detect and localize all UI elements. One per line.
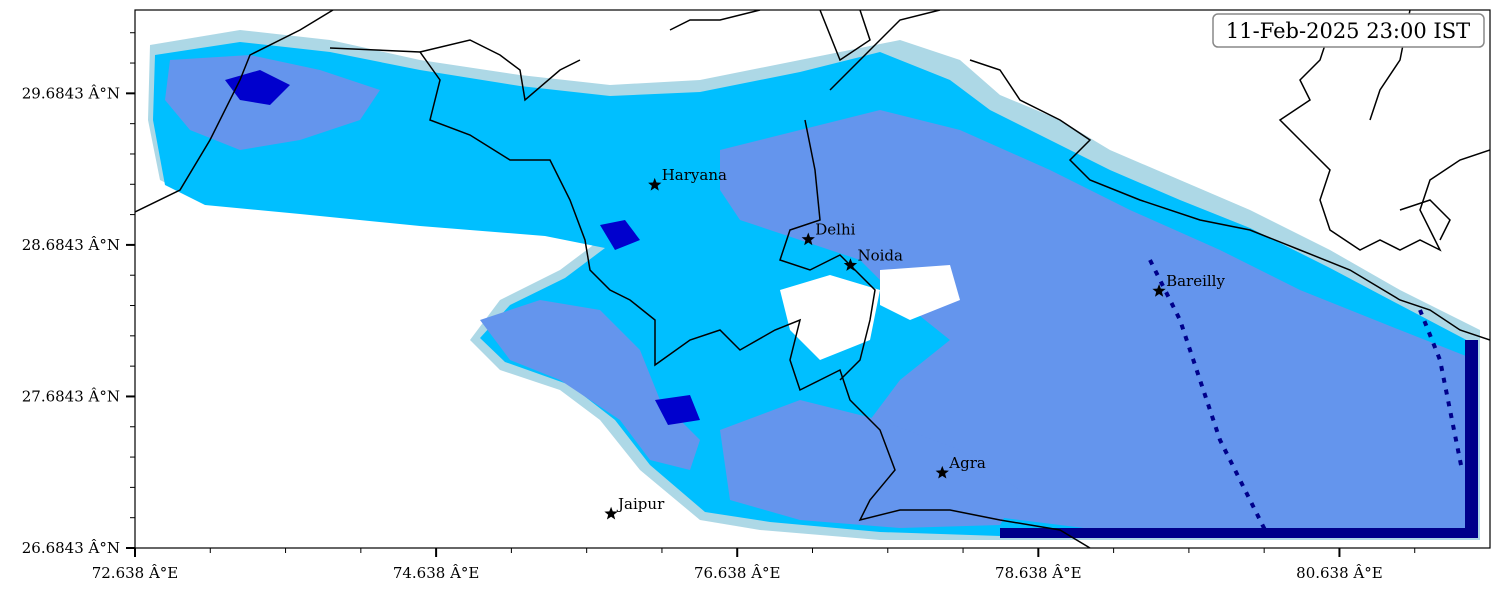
timestamp-box: 11-Feb-2025 23:00 IST xyxy=(1212,13,1485,48)
timestamp-label: 11-Feb-2025 23:00 IST xyxy=(1226,19,1470,43)
city-jaipur: Jaipur xyxy=(604,495,665,520)
city-bareilly: Bareilly xyxy=(1152,272,1225,297)
precip-level-5-east-strip xyxy=(1465,340,1478,536)
city-label: Haryana xyxy=(662,166,727,184)
y-tick-label: 28.6843 Â°N xyxy=(22,236,120,254)
border-line xyxy=(1399,199,1451,241)
city-noida: Noida xyxy=(843,246,903,271)
city-delhi: Delhi xyxy=(801,220,856,246)
borders xyxy=(135,10,1490,548)
x-tick-label: 74.638 Â°E xyxy=(393,564,480,582)
precip-level-5-line xyxy=(1148,259,1267,531)
border-line xyxy=(329,47,1091,548)
city-label: Bareilly xyxy=(1166,272,1225,290)
x-axis: 72.638 Â°E 74.638 Â°E 76.638 Â°E 78.638 Â°E… xyxy=(92,548,1416,582)
city-label: Jaipur xyxy=(616,495,665,513)
border-line xyxy=(819,10,871,62)
precip-level-3-southwest xyxy=(480,300,700,470)
city-agra: Agra xyxy=(935,454,986,479)
star-icon xyxy=(935,465,949,479)
star-icon xyxy=(604,506,618,520)
x-tick-label: 78.638 Â°E xyxy=(995,564,1082,582)
dry-gap-1 xyxy=(780,275,880,360)
border-line xyxy=(669,10,761,31)
precipitation-field xyxy=(148,30,1480,540)
star-icon xyxy=(648,177,662,191)
x-tick-label: 72.638 Â°E xyxy=(92,564,179,582)
precip-level-4-southwest xyxy=(655,395,700,425)
city-haryana: Haryana xyxy=(648,166,727,191)
city-label: Noida xyxy=(857,246,903,264)
precip-level-3-east xyxy=(720,110,1476,530)
city-label: Agra xyxy=(948,454,986,472)
x-tick-label: 80.638 Â°E xyxy=(1296,564,1383,582)
dry-gap-2 xyxy=(880,265,960,320)
star-icon xyxy=(843,258,858,271)
precip-level-5-line-2 xyxy=(1418,309,1464,471)
border-line xyxy=(829,10,941,91)
x-tick-label: 76.638 Â°E xyxy=(694,564,781,582)
border-line xyxy=(135,10,334,213)
star-icon xyxy=(801,232,815,246)
border-line xyxy=(1278,29,1490,252)
precip-level-4-west xyxy=(600,220,640,250)
border-line xyxy=(969,59,1490,341)
precip-level-5-south-strip xyxy=(1000,528,1478,538)
border-line xyxy=(779,119,876,381)
y-tick-label: 26.6843 Â°N xyxy=(22,539,120,557)
y-tick-label: 29.6843 Â°N xyxy=(22,84,120,102)
city-label: Delhi xyxy=(815,220,855,238)
y-axis: 29.6843 Â°N 28.6843 Â°N 27.6843 Â°N 26.6843… xyxy=(22,32,135,557)
precip-level-3-south xyxy=(720,400,1020,528)
star-icon xyxy=(1152,284,1166,297)
border-line xyxy=(419,39,581,102)
timestamp-frame xyxy=(1212,13,1485,48)
y-tick-label: 27.6843 Â°N xyxy=(22,387,120,405)
